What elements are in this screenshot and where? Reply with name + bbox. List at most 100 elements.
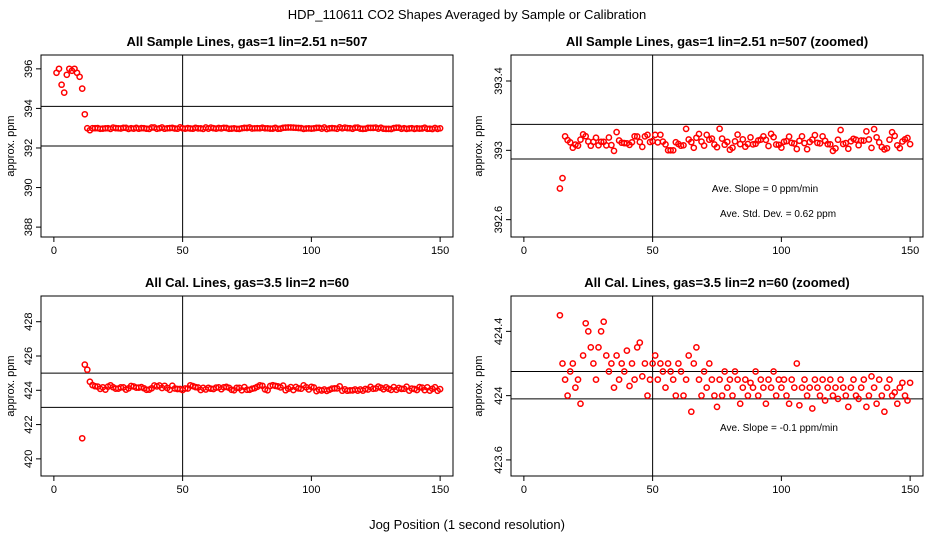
data-point xyxy=(716,376,723,383)
data-point xyxy=(829,392,837,399)
data-point xyxy=(760,384,767,391)
y-tick-label: 396 xyxy=(23,60,35,78)
data-point xyxy=(765,142,772,150)
data-point xyxy=(844,145,852,153)
data-point xyxy=(78,434,86,442)
data-point xyxy=(837,126,844,134)
data-point xyxy=(780,376,788,383)
y-axis-label: approx. ppm xyxy=(473,355,485,416)
data-point xyxy=(899,379,906,387)
data-point xyxy=(81,361,89,368)
data-point xyxy=(826,141,834,148)
data-point xyxy=(873,400,880,408)
x-tick-label: 150 xyxy=(901,245,919,257)
data-point xyxy=(597,328,605,335)
data-point xyxy=(633,344,641,351)
data-point xyxy=(803,145,811,153)
data-point xyxy=(832,145,839,152)
y-axis-label: approx. ppm xyxy=(5,115,17,176)
main-title: HDP_110611 CO2 Shapes Averaged by Sample… xyxy=(288,7,646,22)
data-point xyxy=(662,141,669,148)
y-axis-label: approx. ppm xyxy=(5,355,17,416)
data-point xyxy=(860,376,868,383)
data-point xyxy=(906,140,914,148)
panel-title: All Cal. Lines, gas=3.5 lin=2 n=60 (zoom… xyxy=(584,275,850,290)
data-point xyxy=(700,142,708,149)
data-point xyxy=(788,376,796,383)
data-point xyxy=(901,392,909,399)
data-point xyxy=(675,360,682,367)
data-point xyxy=(233,384,241,392)
data-point xyxy=(754,392,762,399)
data-point xyxy=(824,384,832,391)
data-point xyxy=(723,384,731,391)
data-point xyxy=(700,368,708,375)
data-point xyxy=(192,383,199,391)
data-point xyxy=(81,110,89,118)
data-point xyxy=(793,145,801,153)
data-point xyxy=(633,133,641,140)
data-point xyxy=(657,360,664,367)
data-point xyxy=(708,376,716,383)
data-point xyxy=(572,384,579,391)
x-axis-label: Jog Position (1 second resolution) xyxy=(369,517,565,532)
x-tick-label: 50 xyxy=(647,484,659,496)
data-point xyxy=(855,395,862,403)
data-point xyxy=(731,368,739,375)
data-point xyxy=(729,144,736,152)
data-point xyxy=(808,405,816,412)
data-point xyxy=(597,138,605,146)
data-point xyxy=(602,352,610,359)
data-point xyxy=(762,400,770,408)
data-point xyxy=(659,368,667,375)
y-axis-label: approx. ppm xyxy=(473,115,485,176)
data-point xyxy=(685,352,693,359)
panel-title: All Sample Lines, gas=1 lin=2.51 n=507 (… xyxy=(566,34,868,49)
panel-title: All Cal. Lines, gas=3.5 lin=2 n=60 xyxy=(145,275,349,290)
data-point xyxy=(891,389,899,396)
x-tick-label: 0 xyxy=(521,245,527,257)
data-point xyxy=(58,81,65,89)
y-tick-label: 426 xyxy=(23,347,35,365)
data-point xyxy=(646,376,654,383)
data-point xyxy=(718,392,726,399)
data-point xyxy=(749,384,757,391)
data-point xyxy=(667,368,674,375)
data-point xyxy=(723,138,731,146)
panel-cal-lines-zoomed: All Cal. Lines, gas=3.5 lin=2 n=60 (zoom… xyxy=(473,275,924,496)
data-point xyxy=(842,392,850,399)
data-point xyxy=(60,89,68,96)
data-point xyxy=(798,133,806,140)
data-point xyxy=(847,384,855,391)
data-point xyxy=(767,384,775,391)
data-point xyxy=(662,384,669,391)
data-point xyxy=(687,408,695,416)
data-point xyxy=(819,376,826,383)
panel-sample-lines-zoomed: All Sample Lines, gas=1 lin=2.51 n=507 (… xyxy=(473,34,924,257)
data-point xyxy=(731,138,739,145)
data-point xyxy=(693,344,700,351)
data-point xyxy=(680,141,687,149)
data-point xyxy=(796,401,803,409)
data-point xyxy=(883,144,891,152)
data-point xyxy=(613,128,620,136)
data-point xyxy=(739,384,747,391)
data-point xyxy=(628,360,636,367)
data-point xyxy=(556,185,564,192)
x-tick-label: 50 xyxy=(177,484,189,496)
data-point xyxy=(605,134,613,141)
data-point xyxy=(747,134,754,141)
data-point xyxy=(436,385,444,393)
panel-title: All Sample Lines, gas=1 lin=2.51 n=507 xyxy=(127,34,368,49)
data-point xyxy=(816,140,824,147)
data-point xyxy=(832,384,839,391)
data-point xyxy=(577,136,584,143)
data-point xyxy=(628,138,636,146)
y-tick-label: 424.4 xyxy=(493,318,505,346)
x-tick-label: 0 xyxy=(51,245,57,257)
data-point xyxy=(608,141,615,149)
data-point xyxy=(713,143,721,151)
data-point xyxy=(896,384,904,391)
data-point xyxy=(868,144,875,152)
